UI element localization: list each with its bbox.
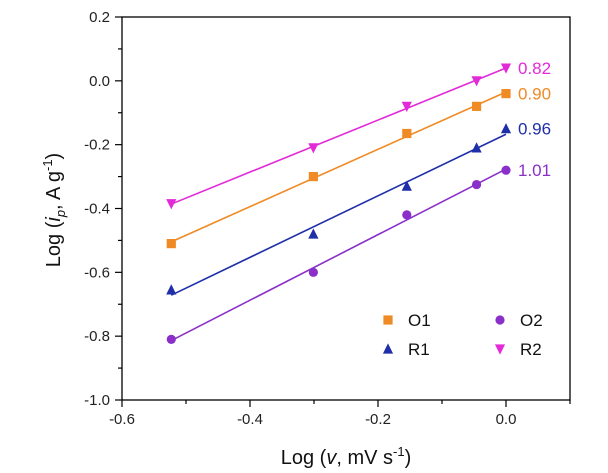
point-o2 (308, 267, 318, 277)
y-tick-label: -0.8 (84, 328, 110, 345)
point-o1 (501, 89, 511, 99)
point-o1 (402, 128, 412, 139)
slope-label-r1: 0.96 (518, 120, 551, 139)
point-o1 (166, 239, 176, 249)
point-o2 (501, 165, 511, 175)
tick-labels: -0.6 -0.4 -0.2 0.0 0.2 0.0 -0.2 -0.4 -0.6 -0.8 -1.… (84, 9, 516, 428)
slope-labels: 0.90 1.01 0.96 0.82 (518, 59, 551, 180)
fit-line-o1 (170, 91, 507, 243)
legend-label-r1: R1 (408, 340, 430, 359)
y-tick-label: -0.4 (84, 201, 110, 218)
fit-line-o2 (170, 168, 507, 342)
legend-marker-r1 (382, 343, 394, 354)
legend-marker-o1 (383, 315, 393, 325)
ticks (115, 16, 571, 407)
point-r1 (471, 142, 482, 153)
slope-label-o2: 1.01 (518, 161, 551, 180)
point-r1 (401, 180, 412, 191)
point-r2 (308, 143, 319, 154)
point-o2 (471, 179, 482, 190)
legend-label-o1: O1 (408, 311, 431, 330)
fit-line-r1 (170, 133, 507, 296)
plot-frame (121, 16, 571, 401)
legend-label-r2: R2 (520, 340, 542, 359)
point-r2 (471, 76, 482, 87)
x-axis-title: Log (v, mV s-1) (281, 444, 412, 469)
y-tick-label: -0.2 (84, 137, 110, 154)
point-o2 (402, 210, 412, 220)
point-r2 (500, 63, 512, 74)
point-o1 (308, 171, 318, 182)
y-tick-label: 0.2 (89, 9, 110, 26)
fit-lines (170, 67, 507, 342)
point-o2 (166, 334, 176, 344)
slope-label-o1: 0.90 (518, 85, 551, 104)
fit-line-r2 (170, 67, 507, 205)
y-tick-label: 0.0 (89, 73, 110, 90)
y-axis-title: Log (ip, A g-1) (40, 153, 68, 267)
point-r2 (166, 199, 177, 210)
x-tick-label: -0.6 (109, 411, 135, 428)
point-r1 (308, 228, 319, 239)
y-tick-label: -1.0 (84, 392, 110, 409)
point-r1 (500, 123, 512, 134)
legend: O1 O2 R1 R2 (382, 311, 543, 359)
slope-label-r2: 0.82 (518, 59, 551, 78)
x-tick-label: -0.2 (365, 411, 391, 428)
legend-label-o2: O2 (520, 311, 543, 330)
points (166, 63, 512, 344)
y-tick-label: -0.6 (84, 264, 110, 281)
point-r2 (401, 101, 412, 112)
point-r1 (166, 284, 177, 295)
legend-marker-o2 (495, 315, 505, 325)
point-o1 (471, 101, 482, 111)
x-tick-label: -0.4 (237, 411, 263, 428)
legend-marker-r2 (494, 344, 506, 355)
x-tick-label: 0.0 (496, 411, 517, 428)
